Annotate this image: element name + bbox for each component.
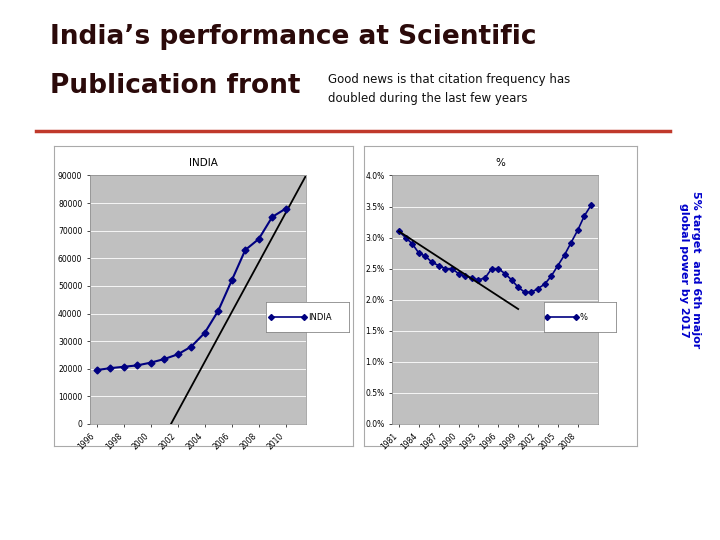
%	[415, 250, 423, 256]
%	[560, 252, 569, 258]
%	[448, 265, 456, 272]
%	[421, 253, 430, 260]
INDIA	[228, 277, 236, 284]
%	[514, 284, 523, 291]
%	[521, 289, 529, 295]
%	[428, 259, 436, 266]
INDIA	[146, 360, 155, 366]
INDIA	[174, 351, 182, 357]
Text: 5% target  and 6th major
global power by 2017: 5% target and 6th major global power by …	[679, 191, 701, 349]
%	[587, 202, 595, 208]
%	[500, 271, 509, 277]
%	[434, 262, 443, 269]
Text: INDIA: INDIA	[189, 158, 218, 168]
Text: From Thomson Reuters Data base: From Thomson Reuters Data base	[374, 467, 627, 481]
%	[527, 289, 536, 295]
INDIA	[187, 343, 196, 350]
Text: Scopus data base: Scopus data base	[128, 467, 279, 481]
INDIA	[241, 247, 250, 253]
%	[474, 276, 483, 283]
%	[454, 271, 463, 277]
INDIA	[120, 363, 128, 370]
INDIA	[254, 236, 263, 242]
INDIA	[133, 362, 142, 369]
Text: Slope change is ~ 5 times: Slope change is ~ 5 times	[108, 182, 279, 195]
%	[573, 227, 582, 233]
Text: INDIA: INDIA	[307, 313, 331, 322]
Text: Publication front: Publication front	[50, 73, 301, 99]
INDIA	[160, 356, 168, 362]
INDIA	[92, 367, 101, 373]
Text: %: %	[495, 158, 505, 168]
INDIA	[106, 365, 114, 372]
%	[395, 228, 403, 234]
%	[481, 275, 490, 281]
INDIA	[200, 329, 209, 336]
%	[534, 285, 542, 292]
Text: India’s performance at Scientific: India’s performance at Scientific	[50, 24, 537, 50]
%	[401, 234, 410, 241]
%	[567, 239, 575, 246]
%	[547, 273, 556, 279]
Line: INDIA: INDIA	[94, 206, 288, 373]
%	[441, 265, 450, 272]
INDIA	[214, 307, 222, 314]
%	[554, 262, 562, 269]
%	[507, 276, 516, 283]
Line: %: %	[397, 203, 593, 294]
%	[494, 265, 503, 272]
%	[408, 241, 417, 247]
Text: %: %	[580, 313, 588, 322]
INDIA	[268, 214, 276, 220]
Text: Good news is that citation frequency has
doubled during the last few years: Good news is that citation frequency has…	[328, 73, 570, 105]
%	[540, 281, 549, 287]
%	[467, 275, 476, 281]
%	[461, 273, 469, 279]
%	[487, 265, 496, 272]
INDIA	[282, 205, 290, 212]
%	[580, 213, 589, 219]
